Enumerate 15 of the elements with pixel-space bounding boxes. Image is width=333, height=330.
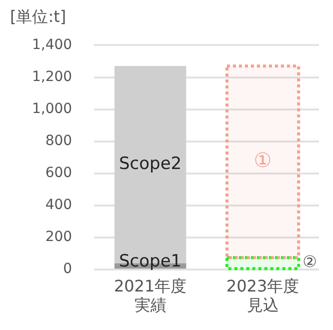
series-label: ② xyxy=(302,252,317,272)
y-tick-label: 600 xyxy=(45,165,72,182)
y-tick-label: 1,400 xyxy=(32,36,72,53)
series-label: Scope2 xyxy=(119,154,182,174)
series-label: Scope1 xyxy=(119,252,182,272)
y-tick-label: 1,200 xyxy=(32,68,72,85)
chart-title: [単位:t] xyxy=(10,6,66,26)
series-label: ① xyxy=(254,148,272,172)
y-tick-label: 800 xyxy=(45,133,72,150)
y-tick-label: 200 xyxy=(45,229,72,246)
x-tick-label: 2023年度見込 xyxy=(226,276,300,315)
y-tick-label: 1,000 xyxy=(32,100,72,117)
y-tick-label: 400 xyxy=(45,197,72,214)
x-tick-label: 2021年度実績 xyxy=(114,276,187,315)
y-tick-label: 0 xyxy=(63,261,72,278)
